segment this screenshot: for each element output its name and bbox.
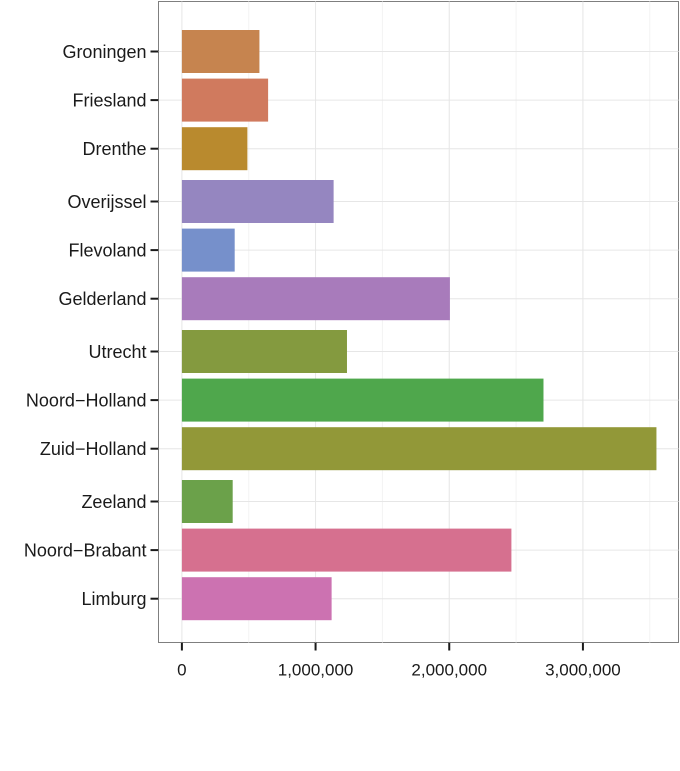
- x-tick-label: 3,000,000: [545, 661, 621, 680]
- bar-friesland: [181, 78, 269, 122]
- bar-gelderland: [181, 277, 450, 321]
- y-axis: Groningen Friesland Drenthe Overijssel Flevo…: [24, 42, 159, 609]
- bar-zuid-holland: [181, 427, 657, 471]
- y-tick-label: Friesland: [72, 91, 146, 111]
- y-tick-label: Groningen: [62, 42, 146, 62]
- y-tick-label: Zuid−Holland: [40, 439, 147, 459]
- y-tick-label: Gelderland: [58, 289, 146, 309]
- bar-groningen: [181, 30, 260, 73]
- x-tick-label: 2,000,000: [411, 661, 487, 680]
- y-tick-label: Zeeland: [81, 492, 146, 512]
- y-tick-label: Utrecht: [88, 342, 146, 362]
- bar-flevoland: [181, 228, 235, 272]
- y-tick-label: Overijssel: [67, 192, 146, 212]
- x-tick-label: 1,000,000: [278, 661, 354, 680]
- bar-noord-holland: [181, 378, 544, 422]
- bar-drenthe: [181, 127, 248, 171]
- x-tick-label: 0: [177, 661, 186, 680]
- bar-noord-brabant: [181, 528, 512, 572]
- bar-zeeland: [181, 480, 233, 523]
- bar-limburg: [181, 577, 332, 621]
- bar-overijssel: [181, 180, 334, 223]
- y-tick-label: Limburg: [81, 589, 146, 609]
- y-tick-label: Noord−Holland: [26, 391, 147, 411]
- bar-layer: [181, 30, 657, 621]
- y-tick-label: Flevoland: [68, 241, 146, 261]
- bar-utrecht: [181, 330, 347, 373]
- x-axis: 0 1,000,000 2,000,000 3,000,000: [177, 642, 621, 680]
- y-tick-label: Noord−Brabant: [24, 541, 147, 561]
- y-tick-label: Drenthe: [82, 139, 146, 159]
